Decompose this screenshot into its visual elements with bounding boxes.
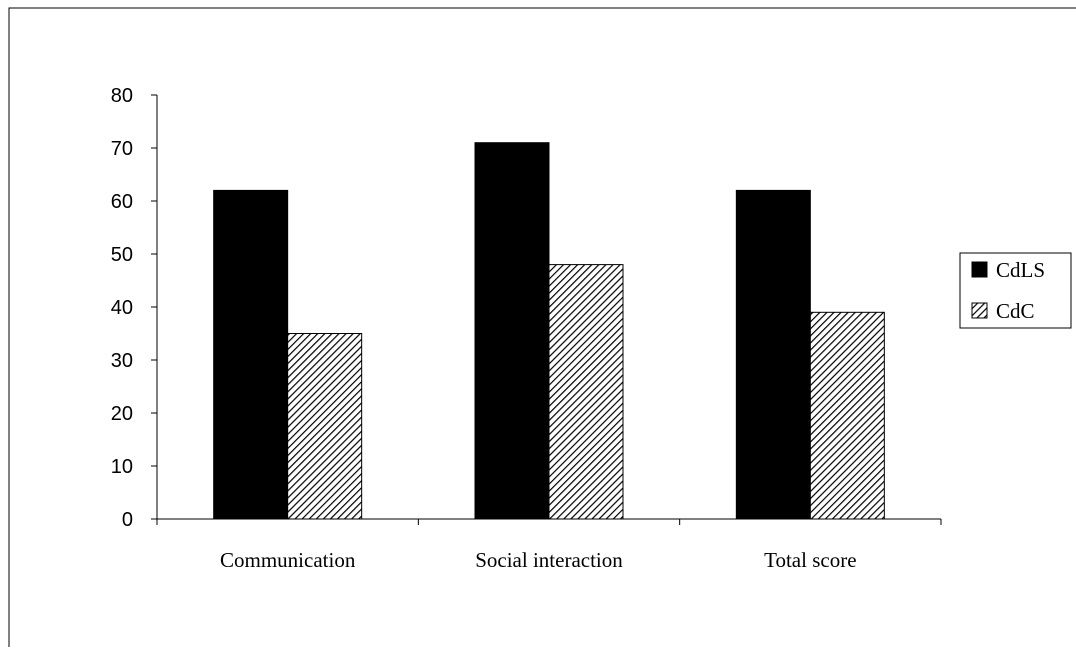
bar-cdc-communication <box>287 333 363 520</box>
y-tick-label: 50 <box>111 244 133 266</box>
x-category-label: Communication <box>220 548 356 572</box>
y-tick-label: 40 <box>111 297 133 319</box>
bars <box>213 142 885 520</box>
x-category-label: Total score <box>764 548 856 572</box>
y-tick-label: 10 <box>111 456 133 478</box>
legend-swatch-cdls <box>971 261 988 278</box>
chart-frame <box>8 7 1076 647</box>
legend-label-cdls: CdLS <box>996 258 1045 282</box>
y-tick-label: 30 <box>111 350 133 372</box>
legend-swatch-cdc <box>971 302 988 319</box>
y-tick-label: 60 <box>111 191 133 213</box>
bar-cdc-total-score <box>809 311 885 520</box>
y-tick-label: 0 <box>122 509 133 531</box>
y-tick-label: 70 <box>111 138 133 160</box>
bar-cdc-social-interaction <box>548 264 624 520</box>
bar-cdls-social-interaction <box>474 142 550 520</box>
y-tick-label: 80 <box>111 85 133 107</box>
bar-cdls-total-score <box>735 189 811 520</box>
bar-cdls-communication <box>213 189 289 520</box>
x-category-label: Social interaction <box>475 548 623 572</box>
y-tick-label: 20 <box>111 403 133 425</box>
axis-labels: 0 10 20 30 40 50 60 70 80 Communication Social int… <box>111 85 857 572</box>
legend: CdLS CdC <box>959 252 1072 329</box>
legend-label-cdc: CdC <box>996 299 1035 323</box>
